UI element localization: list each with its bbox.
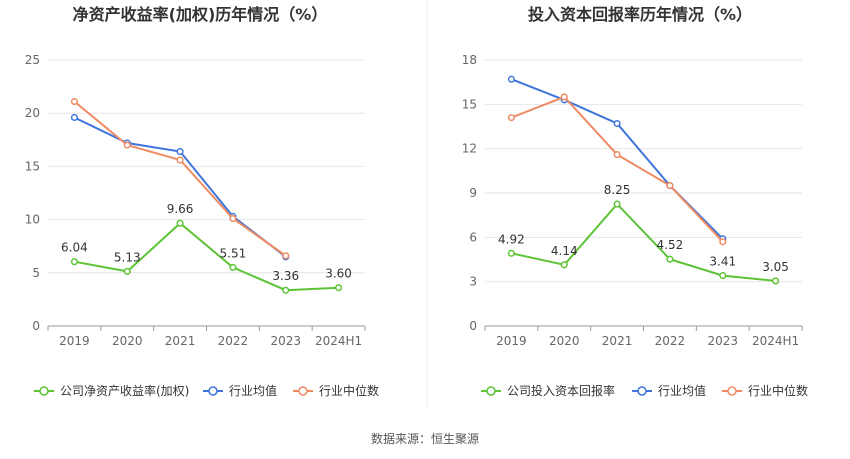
x-tick-label: 2024H1 [752, 334, 799, 348]
series-line-3 [511, 95, 724, 243]
legend-marker [39, 386, 49, 396]
chart-title-2: 投入资本回报率历年情况（%） [528, 5, 752, 24]
chart-title-1: 净资产收益率(加权)历年情况（%） [73, 5, 328, 24]
y-tick-label: 0 [32, 319, 40, 333]
data-label: 9.66 [167, 202, 194, 216]
charts-canvas: 净资产收益率(加权)历年情况（%） 0 5 10 15 20 25 2019 2020 2021 2… [25, 0, 808, 410]
y-tick-label: 12 [462, 142, 477, 156]
data-point [123, 267, 131, 275]
data-point [176, 219, 184, 227]
data-label: 3.41 [709, 255, 736, 269]
data-label: 8.25 [604, 183, 631, 197]
x-tick-label: 2020 [549, 334, 580, 348]
x-tick-label: 2021 [602, 334, 633, 348]
y-tick-label: 10 [25, 213, 40, 227]
data-point [560, 93, 568, 101]
data-label: 6.04 [61, 241, 88, 255]
data-point [507, 249, 515, 257]
data-label: 4.92 [498, 232, 525, 246]
y-tick-label: 20 [25, 106, 40, 120]
legend-marker [727, 386, 737, 396]
y-tick-label: 18 [462, 53, 477, 67]
data-label: 4.14 [551, 244, 578, 258]
legend-marker [486, 386, 496, 396]
data-point [229, 263, 237, 271]
legend-label: 行业均值 [658, 383, 706, 398]
data-label: 3.60 [325, 267, 352, 281]
series-line-1 [511, 202, 776, 282]
x-tick-label: 2024H1 [315, 334, 362, 348]
x-tick-label: 2021 [165, 334, 196, 348]
x-tick-label: 2020 [112, 334, 143, 348]
series-line-3 [73, 100, 287, 257]
data-label: 3.05 [762, 260, 789, 274]
series-line-2 [511, 78, 724, 240]
data-point [666, 255, 674, 263]
data-point [560, 261, 568, 269]
x-tick-label: 2019 [59, 334, 90, 348]
x-tick-label: 2022 [218, 334, 249, 348]
legend-label: 行业中位数 [748, 383, 808, 398]
y-tick-label: 0 [469, 319, 477, 333]
data-label: 3.36 [272, 269, 299, 283]
data-point [666, 182, 674, 190]
data-point [70, 258, 78, 266]
x-tick-label: 2023 [270, 334, 301, 348]
data-point [282, 286, 290, 294]
data-source-label: 数据来源：恒生聚源 [370, 432, 479, 446]
y-tick-label: 9 [469, 186, 477, 200]
data-label: 5.51 [220, 246, 247, 260]
y-tick-label: 6 [469, 230, 477, 244]
data-label: 5.13 [114, 250, 141, 264]
x-tick-label: 2023 [707, 334, 738, 348]
data-point [613, 200, 621, 208]
y-tick-label: 15 [25, 159, 40, 173]
data-label: 4.52 [657, 238, 684, 252]
series-line-2 [73, 116, 287, 258]
data-point [772, 277, 780, 285]
data-point [176, 147, 184, 156]
legend-label: 行业中位数 [319, 383, 379, 398]
data-point [613, 151, 621, 159]
y-tick-label: 5 [32, 266, 40, 280]
y-tick-label: 15 [462, 97, 477, 111]
legend-marker [208, 386, 218, 396]
data-point [70, 97, 78, 106]
legend-marker [637, 386, 647, 396]
data-point [507, 114, 515, 122]
series-line-1 [74, 221, 339, 292]
x-tick-label: 2019 [496, 334, 527, 348]
y-tick-label: 25 [25, 53, 40, 67]
data-point [229, 214, 237, 223]
data-point [123, 141, 131, 149]
legend-label: 行业均值 [229, 383, 277, 398]
legend-label: 公司净资产收益率(加权) [60, 383, 189, 398]
data-point [719, 272, 727, 280]
data-point [335, 284, 343, 292]
x-tick-label: 2022 [655, 334, 686, 348]
legend-label: 公司投入资本回报率 [507, 383, 615, 398]
data-point [282, 252, 290, 260]
data-point [507, 75, 515, 83]
data-point [176, 156, 184, 164]
data-point [70, 113, 78, 122]
data-point [613, 119, 621, 128]
legend-marker [298, 386, 308, 396]
data-point [719, 238, 727, 246]
y-tick-label: 3 [469, 275, 477, 289]
